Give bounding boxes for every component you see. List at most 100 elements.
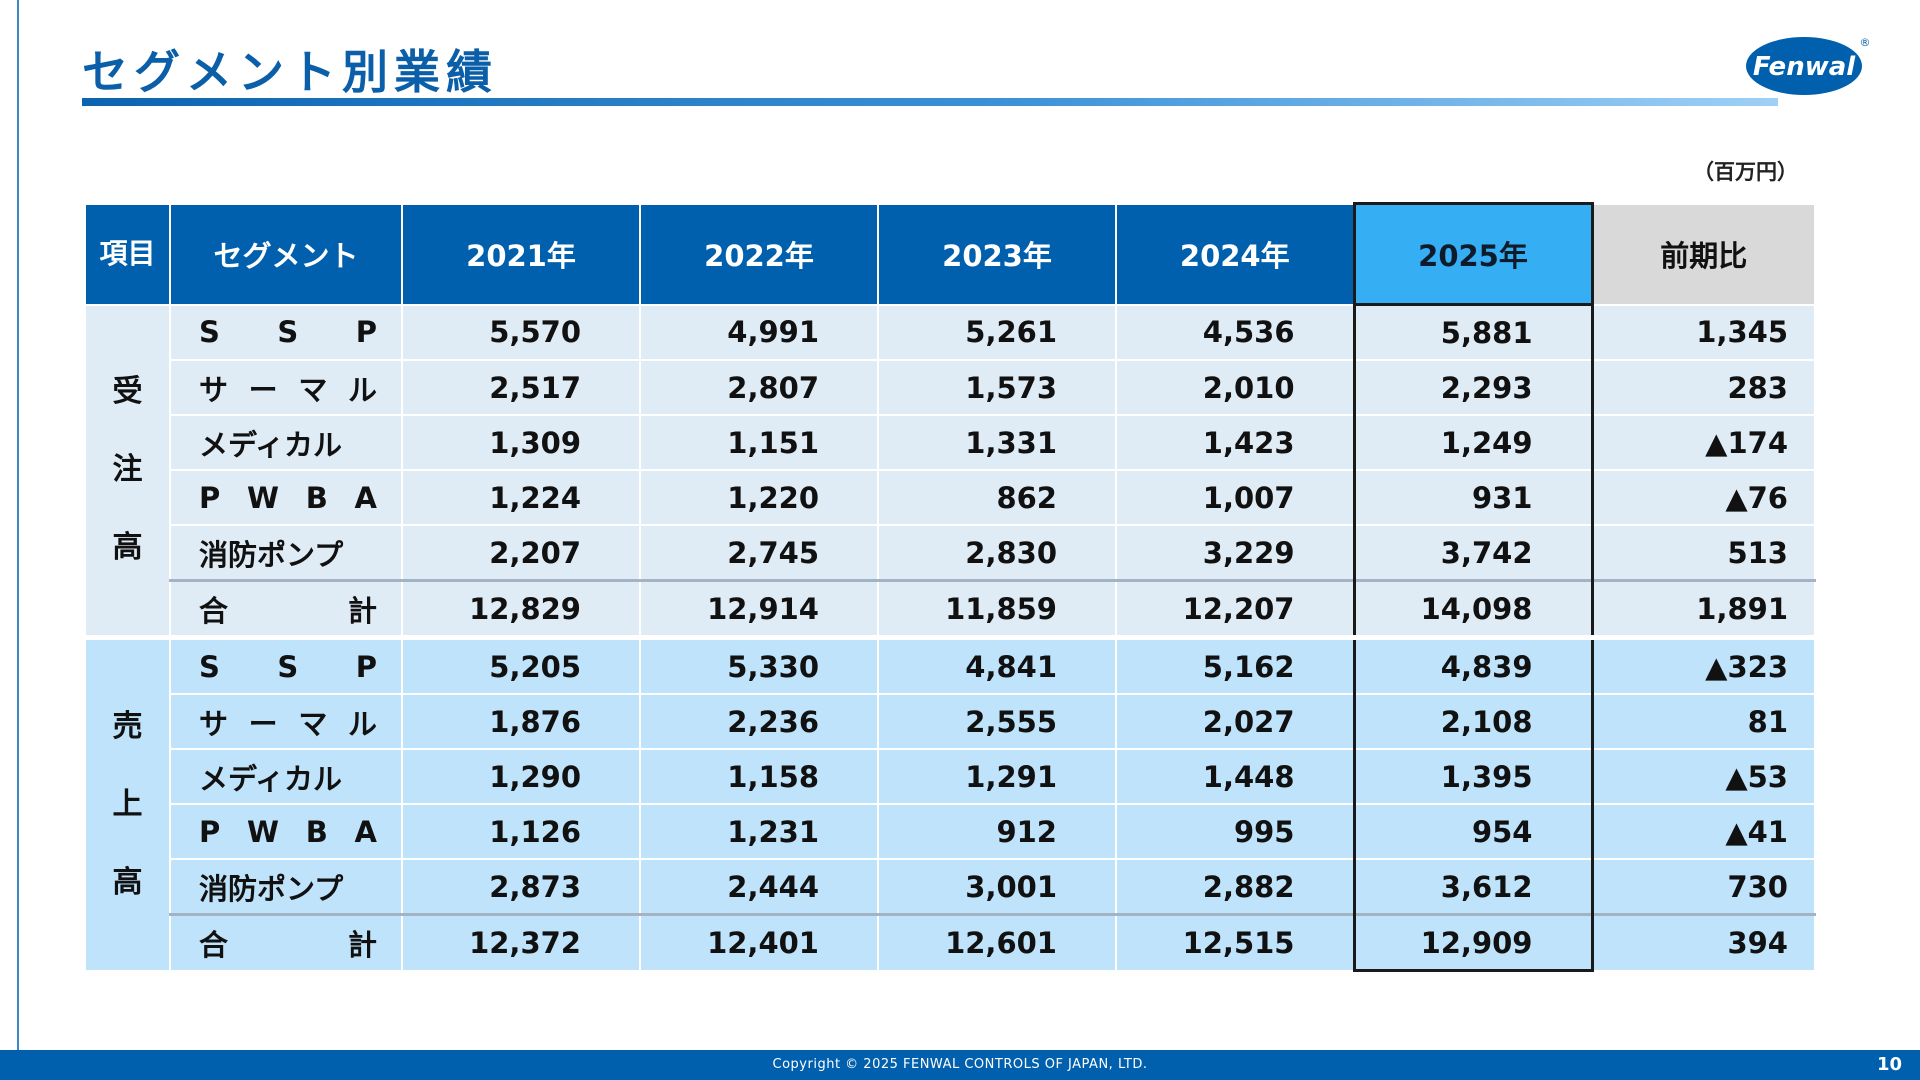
value-cell: 5,261	[877, 303, 1117, 361]
value-cell: 5,570	[401, 303, 641, 361]
value-cell: 2,745	[639, 524, 879, 582]
value-cell: 4,991	[639, 303, 879, 361]
value-cell: 1,448	[1115, 748, 1355, 805]
table-row: 受注高 S S P 5,570 4,991 5,261 4,536 5,881 1,345	[84, 303, 1816, 639]
table-row: 合計 12,372 12,401 12,601 12,515 12,909 394	[85, 913, 1816, 972]
value-cell: 1,423	[1115, 414, 1355, 471]
yoy-diff-cell: ▲76	[1591, 469, 1816, 526]
label-char: 合	[199, 927, 229, 962]
label-char: マ	[298, 372, 328, 407]
value-cell: 12,829	[401, 579, 641, 639]
yoy-diff-cell: 81	[1591, 693, 1816, 750]
table-row: 消防ポンプ 2,207 2,745 2,830 3,229 3,742 513	[85, 524, 1816, 582]
yoy-diff-cell: ▲174	[1591, 414, 1816, 471]
label-char: サ	[199, 706, 229, 741]
segment-label: メディカル	[169, 748, 403, 805]
value-cell: 4,839	[1352, 635, 1594, 695]
label-char: サ	[199, 372, 229, 407]
segment-performance-table: 項目 セグメント 2021年 2022年 2023年 2024年 2025年 前…	[84, 202, 1816, 972]
table-row: メディカル 1,309 1,151 1,331 1,423 1,249 ▲174	[85, 414, 1816, 471]
value-cell: 1,158	[639, 748, 879, 805]
value-cell: 3,742	[1352, 524, 1594, 582]
value-cell: 11,859	[877, 579, 1117, 639]
yoy-diff-cell: 513	[1591, 524, 1816, 582]
header-year: 2023年	[877, 202, 1117, 306]
table-row: 消防ポンプ 2,873 2,444 3,001 2,882 3,612 730	[85, 858, 1816, 916]
value-cell: 1,007	[1115, 469, 1355, 526]
value-cell: 4,841	[877, 635, 1117, 695]
value-cell: 12,207	[1115, 579, 1355, 639]
label-char: S	[277, 315, 299, 350]
value-cell: 912	[877, 803, 1117, 860]
segment-label-text: 消防ポンプ	[199, 866, 377, 908]
segment-label: 消防ポンプ	[169, 858, 403, 916]
yoy-diff-cell: 1,345	[1591, 303, 1816, 361]
yoy-diff-cell: ▲41	[1591, 803, 1816, 860]
label-char: B	[305, 480, 328, 515]
value-cell: 2,236	[639, 693, 879, 750]
value-cell: 1,309	[401, 414, 641, 471]
segment-label: 合計	[169, 579, 403, 639]
value-cell: 1,291	[877, 748, 1117, 805]
label-char: ル	[347, 372, 377, 407]
value-cell: 2,293	[1352, 359, 1594, 416]
segment-label: メディカル	[169, 414, 403, 471]
value-cell: 1,224	[401, 469, 641, 526]
segment-label-text: サーマル	[199, 701, 377, 743]
page-number: 10	[1876, 1054, 1902, 1075]
value-cell: 2,830	[877, 524, 1117, 582]
copyright-text: Copyright © 2025 FENWAL CONTROLS OF JAPA…	[772, 1057, 1148, 1072]
label-char: A	[354, 480, 377, 515]
label-char: メディカル	[199, 761, 342, 796]
value-cell: 12,401	[639, 913, 879, 972]
header-year: 2022年	[639, 202, 879, 306]
header-year-current: 2025年	[1352, 202, 1594, 306]
label-char: 計	[347, 593, 377, 628]
orders-group-label: 受注高	[84, 303, 171, 639]
table-row: サーマル 1,876 2,236 2,555 2,027 2,108 81	[85, 693, 1816, 750]
value-cell: 931	[1352, 469, 1594, 526]
fenwal-logo: Fenwal ®	[1746, 36, 1871, 95]
value-cell: 1,126	[401, 803, 641, 860]
header-item: 項目	[84, 202, 171, 306]
segment-label: 消防ポンプ	[169, 524, 403, 582]
value-cell: 3,001	[877, 858, 1117, 916]
value-cell: 2,444	[639, 858, 879, 916]
value-cell: 1,876	[401, 693, 641, 750]
group-char: 高	[112, 864, 143, 900]
page-title: セグメント別業績	[82, 45, 498, 99]
value-cell: 12,909	[1352, 913, 1594, 972]
value-cell: 14,098	[1352, 579, 1594, 639]
table-row: 合計 12,829 12,914 11,859 12,207 14,098 1,891	[85, 579, 1816, 639]
segment-label-text: メディカル	[199, 422, 377, 464]
group-char: 注	[112, 452, 143, 488]
label-char: S	[277, 649, 299, 684]
value-cell: 2,108	[1352, 693, 1594, 750]
yoy-diff-cell: ▲53	[1591, 748, 1816, 805]
yoy-diff-cell: 394	[1591, 913, 1816, 972]
value-cell: 1,290	[401, 748, 641, 805]
table-row: メディカル 1,290 1,158 1,291 1,448 1,395 ▲53	[85, 748, 1816, 805]
label-char: P	[199, 814, 221, 849]
value-cell: 2,517	[401, 359, 641, 416]
segment-label-text: 合計	[199, 588, 377, 630]
yoy-diff-cell: ▲323	[1591, 635, 1816, 695]
value-cell: 5,881	[1352, 303, 1594, 361]
value-cell: 3,229	[1115, 524, 1355, 582]
segment-label-text: サーマル	[199, 367, 377, 409]
label-char: 合	[199, 593, 229, 628]
label-char: S	[199, 649, 220, 684]
label-char: 計	[347, 927, 377, 962]
yoy-diff-cell: 1,891	[1591, 579, 1816, 639]
value-cell: 3,612	[1352, 858, 1594, 916]
value-cell: 1,231	[639, 803, 879, 860]
value-cell: 1,220	[639, 469, 879, 526]
title-underline	[82, 98, 1778, 106]
